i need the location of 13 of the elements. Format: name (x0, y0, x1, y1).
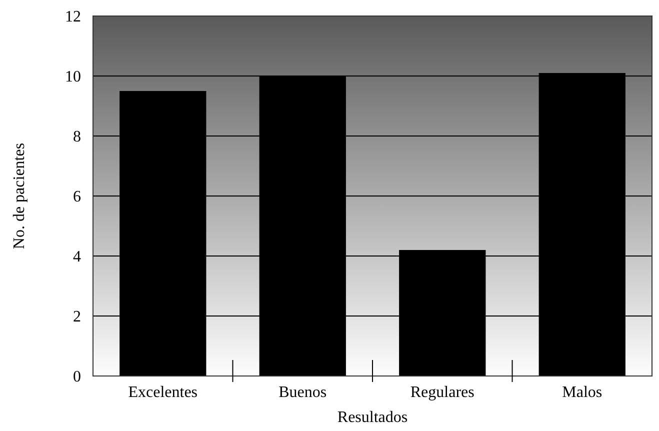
x-axis-title: Resultados (337, 409, 408, 426)
x-tick-label: Excelentes (128, 384, 198, 401)
y-tick-label: 6 (73, 188, 81, 206)
y-tick-label: 2 (73, 308, 81, 326)
y-tick-label: 4 (73, 248, 81, 266)
x-tick-label: Buenos (278, 384, 327, 401)
y-tick-label: 8 (73, 128, 81, 146)
y-tick-label: 12 (65, 8, 81, 26)
x-tick-label: Regulares (410, 384, 474, 401)
y-tick-label: 10 (65, 68, 81, 86)
x-tick-label: Malos (562, 384, 602, 401)
y-axis-title: No. de pacientes (11, 142, 28, 250)
y-tick-label: 0 (73, 368, 81, 386)
